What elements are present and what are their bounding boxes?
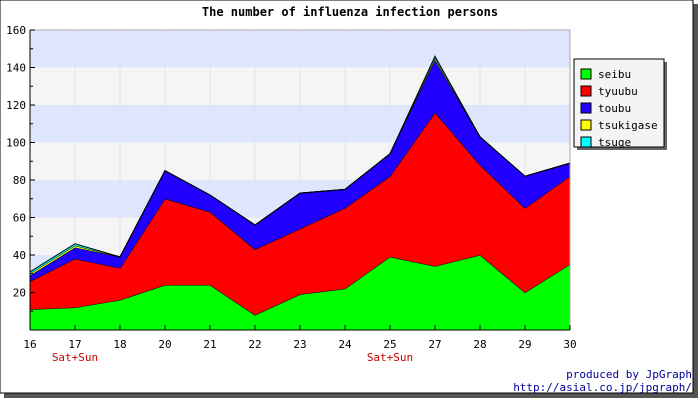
legend: seibu tyuubu toubu tsukigase tsuge (573, 58, 667, 150)
area-seibu (30, 255, 570, 330)
area-tyuubu (30, 112, 570, 315)
x-tick-label: 28 (473, 338, 486, 351)
x-tick-label: 20 (158, 338, 171, 351)
credit-text: produced by JpGraph (566, 368, 692, 381)
y-tick-label: 120 (6, 99, 26, 112)
y-tick-label: 60 (13, 212, 26, 225)
y-tick-label: 100 (6, 137, 26, 150)
y-tick-label: 20 (13, 287, 26, 300)
x-tick-label: 24 (338, 338, 352, 351)
x-tick-label: 16 (23, 338, 36, 351)
y-tick-label: 80 (13, 174, 26, 187)
line-tsuge (29, 55, 571, 273)
x-tick-label: 30 (563, 338, 576, 351)
y-tick-label: 40 (13, 249, 26, 262)
x-tick-label: 21 (203, 338, 216, 351)
x-tick-label: 17 (68, 338, 81, 351)
legend-swatch-tsukigase (580, 119, 592, 131)
legend-label-toubu: toubu (598, 102, 631, 115)
weekend-label: Sat+Sun (52, 351, 98, 364)
x-tick-label: 18 (113, 338, 126, 351)
legend-label-seibu: seibu (598, 68, 631, 81)
chart-title: The number of influenza infection person… (202, 5, 498, 19)
y-tick-label: 160 (6, 24, 26, 37)
credit-url[interactable]: http://asial.co.jp/jpgraph/ (513, 381, 692, 394)
x-tick-label: 23 (293, 338, 306, 351)
legend-label-tyuubu: tyuubu (598, 85, 638, 98)
legend-swatch-tyuubu (580, 85, 592, 97)
legend-label-tsukigase: tsukigase (598, 119, 658, 132)
plot-areas (29, 55, 571, 330)
legend-swatch-seibu (580, 68, 592, 80)
legend-swatch-toubu (580, 102, 592, 114)
y-tick-label: 140 (6, 62, 26, 75)
weekend-label: Sat+Sun (367, 351, 413, 364)
x-tick-label: 25 (383, 338, 396, 351)
plot-axes: 20 40 60 80 100 120 140 160 16 17 18 20 21 22 23 24 25 27… (6, 24, 577, 364)
legend-swatch-tsuge (580, 136, 592, 148)
x-tick-label: 27 (428, 338, 441, 351)
legend-label-tsuge: tsuge (598, 136, 631, 149)
x-tick-label: 29 (518, 338, 531, 351)
area-toubu (30, 60, 570, 282)
x-tick-label: 22 (248, 338, 261, 351)
